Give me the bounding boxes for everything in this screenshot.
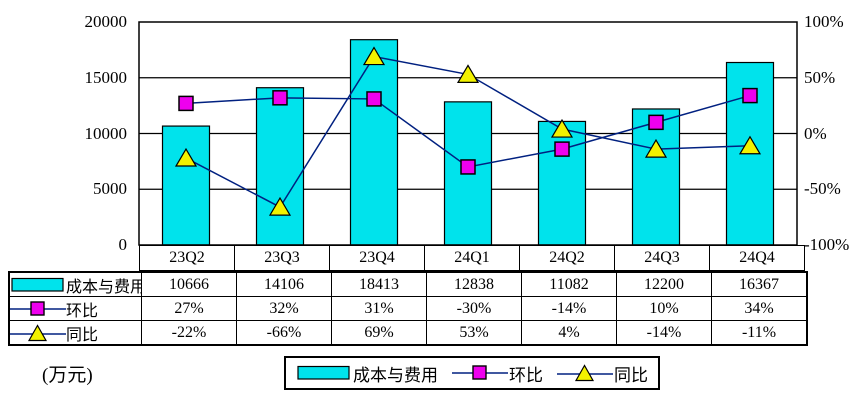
table-cell: 14106	[236, 271, 332, 297]
table-row: 同比 -22% -66% 69% 53% 4% -14% -11%	[8, 320, 808, 346]
legend-item: 同比	[557, 361, 648, 386]
category-header-row: 23Q2 23Q3 23Q4 24Q1 24Q2 24Q3 24Q4	[139, 245, 805, 271]
huanbi-marker-23Q3	[272, 90, 288, 106]
huanbi-marker-23Q4	[366, 91, 382, 107]
bar-swatch-icon	[297, 365, 350, 380]
right-axis-tick: 50%	[804, 67, 836, 87]
table-cell: -14%	[521, 296, 617, 321]
chart-legend: 成本与费用 环比 同比	[284, 356, 660, 390]
right-axis-tick: -100%	[804, 235, 850, 254]
huanbi-marker-24Q4	[742, 87, 758, 104]
legend-item-label: 环比	[509, 365, 543, 385]
table-cell: 10666	[141, 271, 237, 297]
huanbi-marker-24Q2	[554, 141, 570, 157]
table-row: 成本与费用 10666 14106 18413 12838 11082 12200 16367	[8, 271, 808, 297]
category-header-cell: 24Q2	[519, 245, 615, 271]
table-cell: 16367	[711, 271, 808, 297]
tongbi-marker-23Q4	[362, 46, 386, 66]
huanbi-marker-24Q1	[460, 159, 476, 175]
table-cell: 31%	[331, 296, 427, 321]
table-row-label-cell: 成本与费用	[8, 271, 142, 297]
table-cell: -14%	[616, 320, 712, 346]
huanbi-marker-24Q3	[648, 114, 664, 131]
tongbi-marker-24Q3	[644, 138, 668, 158]
square-marker-icon	[452, 365, 508, 380]
right-axis-tick: -50%	[804, 179, 841, 199]
tongbi-marker-23Q3	[268, 196, 292, 216]
left-axis-tick: 10000	[84, 123, 128, 143]
left-axis-tick: 20000	[84, 12, 128, 31]
row-label: 成本与费用	[10, 273, 141, 296]
tongbi-marker-24Q1	[456, 64, 480, 84]
table-cell: 11082	[521, 271, 617, 297]
bar-24Q2	[537, 120, 587, 246]
category-header-cell: 24Q4	[709, 245, 805, 271]
table-cell: -22%	[141, 320, 237, 346]
row-label: 同比	[10, 321, 141, 344]
left-axis-tick: 15000	[84, 67, 128, 87]
table-row-label-cell: 同比	[8, 320, 142, 346]
unit-label: (万元)	[42, 365, 93, 386]
triangle-marker-icon	[10, 323, 66, 341]
category-header-cell: 24Q3	[614, 245, 710, 271]
table-cell: 27%	[141, 296, 237, 321]
data-table: 成本与费用 10666 14106 18413 12838 11082 12200 16367…	[8, 271, 808, 346]
table-cell: 10%	[616, 296, 712, 321]
square-marker-icon	[10, 300, 66, 316]
table-row-label: 成本与费用	[66, 278, 141, 296]
table-cell: -30%	[426, 296, 522, 321]
table-cell: 34%	[711, 296, 808, 321]
left-axis-tick: 0	[118, 235, 128, 254]
bar-23Q4	[349, 39, 399, 246]
tongbi-marker-24Q2	[550, 118, 574, 138]
category-header-cell: 23Q4	[329, 245, 425, 271]
table-row-label-cell: 环比	[8, 296, 142, 321]
tongbi-marker-23Q2	[174, 147, 198, 167]
bar-23Q3	[255, 87, 305, 246]
table-cell: 12838	[426, 271, 522, 297]
row-label: 环比	[10, 297, 141, 320]
left-axis-tick: 5000	[93, 179, 127, 199]
table-row-label: 环比	[66, 302, 99, 320]
legend-item-label: 成本与费用	[353, 365, 438, 385]
huanbi-marker-23Q2	[178, 95, 194, 112]
legend-item: 环比	[452, 361, 543, 386]
table-cell: 32%	[236, 296, 332, 321]
table-cell: 4%	[521, 320, 617, 346]
table-row-label: 同比	[66, 326, 99, 344]
table-cell: 12200	[616, 271, 712, 297]
table-row: 环比 27% 32% 31% -30% -14% 10% 34%	[8, 296, 808, 321]
table-cell: -11%	[711, 320, 808, 346]
bar-23Q2	[161, 125, 211, 246]
table-cell: 18413	[331, 271, 427, 297]
table-cell: 69%	[331, 320, 427, 346]
right-axis-tick: 100%	[804, 12, 844, 31]
category-header-cell: 23Q3	[234, 245, 330, 271]
tongbi-marker-24Q4	[738, 135, 762, 155]
right-axis-tick: 0%	[804, 123, 827, 143]
triangle-marker-icon	[557, 364, 613, 382]
bar-swatch-icon	[11, 277, 64, 292]
table-cell: 53%	[426, 320, 522, 346]
category-header-cell: 24Q1	[424, 245, 520, 271]
category-header-cell: 23Q2	[139, 245, 235, 271]
table-cell: -66%	[236, 320, 332, 346]
legend-item-label: 同比	[614, 365, 648, 385]
legend-item: 成本与费用	[296, 361, 438, 386]
